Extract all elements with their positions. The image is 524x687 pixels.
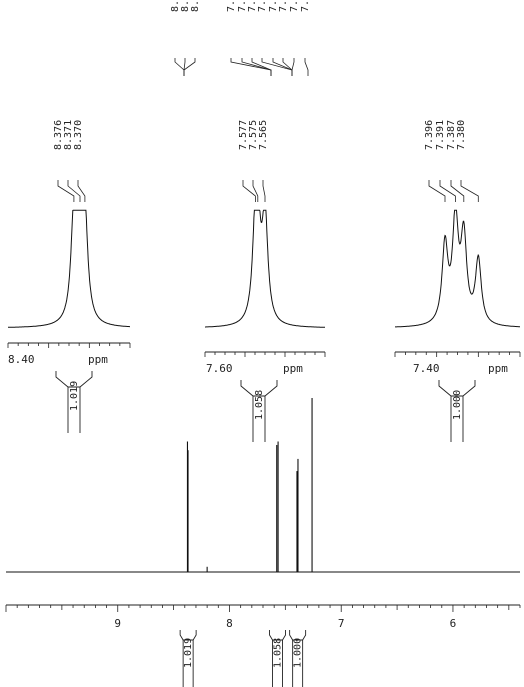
top-peak-label-7: 7.391 <box>268 0 279 12</box>
expansion-integral-bracket-1 <box>240 380 278 397</box>
expansion-axis-tick-label-2: 7.40 <box>413 362 440 375</box>
top-peak-connector-0 <box>174 58 185 76</box>
top-peak-connector-6 <box>261 58 293 76</box>
expansion-trace-1 <box>205 209 325 328</box>
expansion-peak-connector-2-0 <box>428 180 446 202</box>
expansion-integral-label-0: 1.019 <box>69 381 80 411</box>
main-integral-label-1: 1.058 <box>273 638 284 668</box>
expansion-panel-0: 8.376 8.371 8.370 8.40 ppm 1.019 <box>7 120 131 433</box>
expansion-peak-connector-1-1 <box>252 180 259 202</box>
expansion-peak-connector-2-3 <box>460 180 479 202</box>
top-peak-label-6: 7.396 <box>257 0 268 12</box>
top-peak-label-9: 7.380 <box>289 0 300 12</box>
expansion-peak-label-0-0: 8.376 <box>53 120 64 150</box>
top-peak-label-3: 7.577 <box>226 0 237 12</box>
main-integral-bracket-1 <box>269 630 286 641</box>
expansion-peak-connector-1-2 <box>262 180 266 202</box>
top-peak-label-2: 8.370 <box>190 0 201 12</box>
main-axis-tick-label-0: 9 <box>114 617 121 630</box>
expansion-peak-connector-1-0 <box>242 180 256 202</box>
top-peak-connector-5 <box>251 58 272 76</box>
top-peak-label-0: 8.376 <box>170 0 181 12</box>
expansion-axis-unit-1: ppm <box>283 362 303 375</box>
expansion-peak-label-1-1: 7.575 <box>248 120 259 150</box>
top-peak-connector-10 <box>304 58 309 76</box>
expansion-peak-label-2-0: 7.396 <box>424 120 435 150</box>
top-peak-label-4: 7.575 <box>237 0 248 12</box>
expansion-peak-label-1-0: 7.577 <box>238 120 249 150</box>
main-axis-tick-label-3: 6 <box>450 617 457 630</box>
expansion-integral-label-1: 1.058 <box>254 390 265 420</box>
expansion-peak-label-0-1: 8.371 <box>63 120 74 150</box>
expansion-panel-1: 7.577 7.575 7.565 7.60 ppm 1.058 <box>204 120 326 442</box>
main-axis-tick-label-2: 7 <box>338 617 345 630</box>
expansion-integral-label-2: 1.000 <box>452 390 463 420</box>
expansion-integral-bracket-2 <box>438 380 476 397</box>
expansion-axis-tick-label-0: 8.40 <box>8 353 35 366</box>
main-integral-label-0: 1.019 <box>183 638 194 668</box>
top-peak-connector-2 <box>183 58 196 76</box>
expansion-peak-connector-0-2 <box>77 180 86 202</box>
expansion-axis-unit-2: ppm <box>488 362 508 375</box>
top-peak-label-1: 8.371 <box>180 0 191 12</box>
top-peak-label-10: 7.261 <box>300 0 311 12</box>
expansion-peak-label-1-2: 7.565 <box>258 120 269 150</box>
expansion-trace-0 <box>8 209 130 328</box>
main-integral-bracket-2 <box>289 630 307 641</box>
expansion-trace-2 <box>395 209 520 328</box>
expansion-axis-unit-0: ppm <box>88 353 108 366</box>
expansion-peak-connector-2-2 <box>450 180 465 202</box>
top-peak-connector-3 <box>230 58 272 76</box>
top-peak-connector-9 <box>291 58 295 76</box>
expansion-peak-label-2-2: 7.387 <box>446 120 457 150</box>
expansion-integral-bracket-0 <box>55 371 93 388</box>
expansion-peak-connector-2-1 <box>439 180 456 202</box>
expansion-panel-2: 7.396 7.391 7.387 7.380 7.40 ppm 1.000 <box>394 120 521 442</box>
top-peak-label-8: 7.387 <box>278 0 289 12</box>
top-peak-label-5: 7.565 <box>247 0 258 12</box>
expansion-axis-tick-label-1: 7.60 <box>206 362 233 375</box>
expansion-peak-label-0-2: 8.370 <box>73 120 84 150</box>
expansion-peak-label-2-1: 7.391 <box>435 120 446 150</box>
main-axis-tick-label-1: 8 <box>226 617 233 630</box>
expansion-peak-connector-0-1 <box>67 180 81 202</box>
main-integral-bracket-0 <box>179 630 197 641</box>
main-integral-label-2: 1.000 <box>293 638 304 668</box>
expansion-peak-label-2-3: 7.380 <box>456 120 467 150</box>
expansion-peak-connector-0-0 <box>57 180 75 202</box>
expansion-panels: 8.376 8.371 8.370 8.40 ppm 1.019 7.577 7.575 7.5… <box>7 120 521 442</box>
main-spectrum: 9 8 7 6 1.019 1.058 1.000 <box>5 398 521 687</box>
